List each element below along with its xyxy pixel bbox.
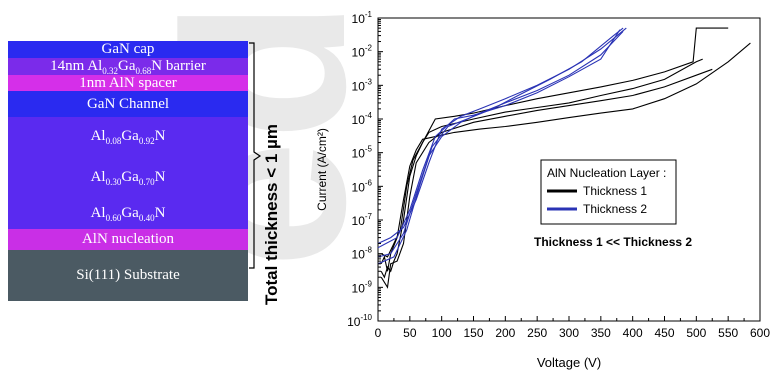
layer-1: 14nm Al0.32Ga0.68N barrier [8,57,248,76]
y-tick-label: 10-5 [352,145,373,161]
x-tick-label: 600 [750,326,770,340]
x-tick-label: 250 [527,326,547,340]
total-thickness-label: Total thickness < 1 µm [262,124,281,305]
x-tick-label: 500 [686,326,706,340]
legend-entry: Thickness 2 [583,202,647,216]
layer-label: AlN nucleation [81,231,175,247]
layer-label: 14nm Al0.32Ga0.68N barrier [50,57,206,76]
layer-label: Al0.08Ga0.92N [90,128,166,146]
layer-6: Al0.60Ga0.40N [8,199,248,229]
x-tick-label: 450 [654,326,674,340]
series-line-0 [380,58,703,279]
legend-entry: Thickness 1 [583,184,647,198]
x-tick-label: 200 [495,326,515,340]
x-tick-label: 100 [432,326,452,340]
series-line-1 [380,42,751,272]
layer-5: Al0.30Ga0.70N [8,157,248,199]
layer-label: Si(111) Substrate [76,267,180,283]
layer-label: GaN Channel [86,95,170,112]
x-tick-label: 400 [623,326,643,340]
series-line-6 [377,27,624,265]
x-tick-label: 300 [559,326,579,340]
y-tick-label: 10-7 [352,212,373,228]
chart-annotation: Thickness 1 << Thickness 2 [534,235,692,249]
y-tick-label: 10-6 [352,178,373,194]
x-tick-label: 0 [375,326,382,340]
x-tick-label: 350 [591,326,611,340]
layer-3: GaN Channel [8,91,248,117]
y-tick-label: 10-9 [352,279,373,295]
layer-8: Si(111) Substrate [8,250,248,301]
layer-label: Al0.30Ga0.70N [90,169,166,187]
y-axis-label: Current (A/cm²) [315,128,329,211]
y-tick-label: 10-1 [352,10,373,26]
layer-7: AlN nucleation [8,229,248,250]
x-tick-label: 150 [463,326,483,340]
layer-4: Al0.08Ga0.92N [8,117,248,157]
y-tick-label: 10-2 [352,44,373,60]
y-tick-label: 10-3 [352,77,373,93]
x-axis-label: Voltage (V) [537,355,601,370]
series-line-3 [380,68,713,289]
series-line-5 [377,31,624,258]
thickness-brace [249,42,262,269]
y-tick-label: 10-8 [352,246,373,262]
layer-stack-diagram: GaN cap 14nm Al0.32Ga0.68N barrier 1nm AlN… [8,41,248,301]
legend-title: AlN Nucleation Layer : [547,166,666,180]
y-tick-label: 10-10 [347,313,372,329]
layer-2: 1nm AlN spacer [8,75,248,91]
layer-0: GaN cap [8,41,248,58]
x-tick-label: 550 [718,326,738,340]
series-line-7 [377,29,621,249]
x-tick-label: 50 [403,326,417,340]
iv-chart: 0 50 100 150 200 250 300 350 400 450 500 550 600 10-1… [315,10,770,370]
y-tick-label: 10-4 [352,111,373,127]
layer-label: GaN cap [101,41,155,57]
layer-label: 1nm AlN spacer [79,74,177,91]
series-line-4 [377,27,627,244]
layer-label: Al0.60Ga0.40N [90,205,166,223]
